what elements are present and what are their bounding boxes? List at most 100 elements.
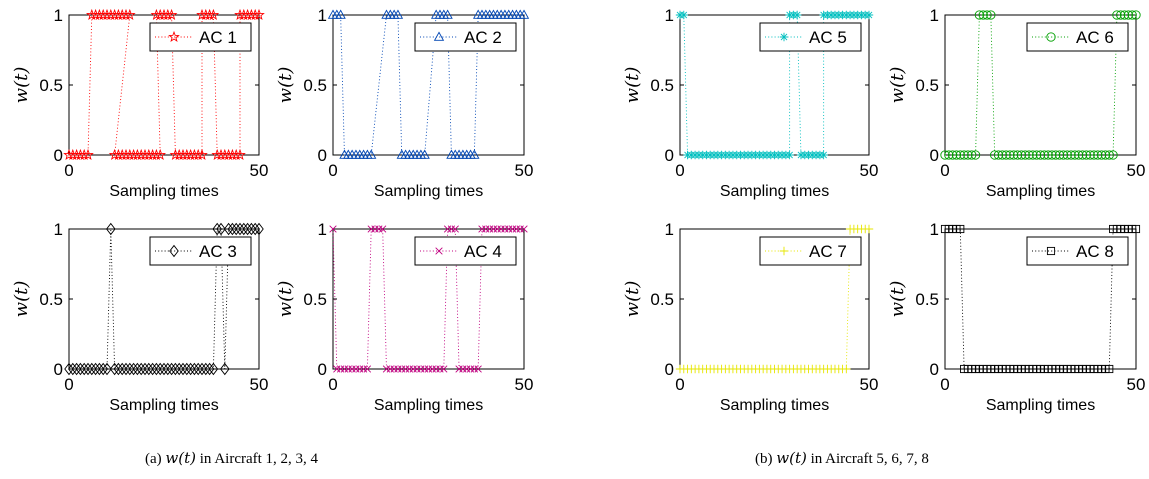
data-point — [974, 10, 985, 20]
data-point — [474, 365, 482, 373]
y-axis-label: w(t) — [887, 281, 908, 318]
series-ac-4 — [329, 225, 528, 373]
data-point — [174, 362, 184, 376]
y-axis-label: w(t) — [11, 281, 32, 318]
data-point — [1119, 10, 1130, 20]
data-point — [371, 225, 379, 233]
y-tick-label: 1 — [665, 220, 674, 239]
data-point — [463, 365, 471, 373]
data-point — [493, 225, 501, 233]
series-line — [332, 228, 524, 370]
data-point — [231, 222, 241, 236]
y-tick-label: 0 — [930, 146, 939, 165]
y-tick-label: 0 — [665, 360, 674, 379]
data-point — [447, 225, 456, 233]
data-point — [1058, 150, 1069, 160]
data-point — [489, 225, 498, 233]
data-point — [1043, 150, 1053, 160]
legend-marker — [435, 247, 443, 255]
data-point — [128, 362, 139, 376]
data-point — [508, 225, 517, 233]
legend: AC 1 — [149, 22, 252, 52]
data-point — [864, 224, 874, 234]
y-tick-label: 0.5 — [303, 76, 327, 95]
legend-box — [759, 22, 862, 52]
data-point — [956, 224, 965, 234]
caption-left: (a) w(t) in Aircraft 1, 2, 3, 4 — [145, 449, 319, 467]
data-point — [482, 225, 490, 233]
x-tick-label: 0 — [675, 375, 684, 394]
legend: AC 6 — [1026, 22, 1129, 52]
data-point — [485, 225, 494, 233]
data-point — [335, 9, 346, 19]
data-point — [1009, 150, 1019, 160]
data-point — [520, 225, 528, 233]
series-line — [945, 228, 1136, 370]
data-point — [154, 148, 167, 160]
data-point — [98, 362, 108, 376]
legend: AC 4 — [414, 236, 517, 266]
legend-label: AC 3 — [199, 242, 237, 261]
legend-marker — [168, 30, 180, 42]
y-tick-label: 0.5 — [39, 76, 63, 95]
data-point — [1020, 150, 1030, 160]
legend-box — [414, 236, 517, 266]
data-point — [366, 149, 377, 159]
data-point — [1062, 150, 1072, 160]
y-tick-label: 0.5 — [650, 290, 674, 309]
legend-box — [414, 22, 517, 52]
legend: AC 8 — [1026, 236, 1129, 266]
data-point — [417, 365, 425, 373]
data-point — [106, 222, 116, 236]
data-point — [242, 222, 253, 236]
data-point — [440, 365, 448, 373]
legend-marker — [1046, 246, 1056, 256]
data-point — [424, 365, 433, 373]
data-point — [1108, 150, 1118, 160]
data-point — [1047, 150, 1057, 160]
data-point — [421, 365, 429, 373]
legend: AC 2 — [414, 22, 517, 52]
subplot-6: 0 0.5 1 0 50 Sampling times w(t) AC 6 — [887, 6, 1145, 200]
data-point — [940, 150, 950, 160]
data-point — [1081, 150, 1091, 160]
data-point — [203, 8, 216, 20]
data-point — [363, 365, 372, 373]
data-point — [166, 362, 177, 376]
data-point — [125, 362, 135, 376]
data-point — [208, 362, 219, 376]
x-tick-label: 0 — [328, 375, 337, 394]
caption-right-suffix: in Aircraft 5, 6, 7, 8 — [807, 451, 929, 467]
caption-left-suffix: in Aircraft 1, 2, 3, 4 — [196, 451, 319, 467]
data-point — [94, 362, 105, 376]
data-point — [234, 148, 246, 160]
data-point — [419, 149, 430, 159]
data-point — [329, 225, 337, 233]
series-line — [69, 228, 259, 370]
data-point — [944, 150, 954, 160]
x-tick-label: 50 — [515, 375, 534, 394]
legend-marker — [779, 32, 789, 42]
data-point — [1070, 150, 1080, 160]
data-point — [386, 365, 394, 373]
data-point — [132, 362, 143, 376]
x-axis-label: Sampling times — [374, 183, 483, 200]
data-point — [864, 10, 874, 20]
data-point — [413, 365, 421, 373]
data-point — [819, 150, 828, 160]
data-point — [1054, 150, 1065, 160]
subplot-7: 0 0.5 1 0 50 Sampling times w(t) AC 7 — [622, 220, 878, 414]
y-tick-label: 0 — [54, 146, 63, 165]
data-point — [71, 362, 82, 376]
data-point — [185, 362, 196, 376]
data-point — [367, 225, 375, 233]
data-point — [182, 362, 192, 376]
data-point — [959, 150, 969, 160]
y-axis-label: w(t) — [622, 67, 643, 104]
y-tick-label: 0 — [318, 360, 327, 379]
data-point — [978, 10, 988, 20]
data-point — [1039, 150, 1049, 160]
data-point — [90, 362, 101, 376]
y-tick-label: 1 — [54, 6, 63, 25]
